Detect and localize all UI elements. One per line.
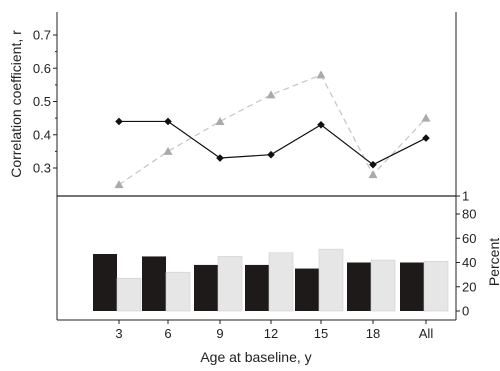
bar-dark [347,262,371,311]
y-tick-label: 0.4 [33,127,51,142]
bar-light [423,260,449,312]
y-tick-label: 0.5 [33,94,51,109]
bar-light [165,271,191,312]
x-tick-label: 6 [164,326,171,341]
triangle-marker [421,113,431,122]
bar-light [370,259,396,312]
y-tick-label: 0.3 [33,161,51,176]
diamond-marker [317,120,325,129]
y2-tick-label: 40 [462,255,476,270]
series-line-solid [119,120,427,166]
diamond-marker [216,154,224,162]
diamond-marker [267,150,275,159]
triangle-marker [163,146,173,155]
bar-dark [295,268,319,311]
diamond-marker [164,117,172,126]
series-line-dashed [118,74,427,186]
bar-dark [245,264,269,311]
x-axis-title: Age at baseline, y [200,349,311,365]
bar-dark [400,262,424,311]
x-tick-label: 18 [366,326,380,341]
triangle-marker [215,116,225,125]
diamond-marker [422,134,430,142]
bar-light [217,256,243,312]
bar-dark [142,256,166,311]
triangle-marker [316,70,326,79]
x-tick-label: 12 [264,326,278,341]
bar-dark [93,254,117,311]
bar-light [116,277,142,312]
diamond-marker [115,117,123,126]
bar-light [318,248,344,312]
x-tick-label: 3 [115,326,122,341]
bar-dark [194,264,218,311]
y2-tick-label: 0 [462,304,469,319]
y2-axis-title: Percent [486,238,500,286]
y-axis-title: Correlation coefficient, r [8,30,24,178]
triangle-marker [114,180,124,189]
triangle-marker [368,170,378,179]
y2-tick-label: 80 [462,207,476,222]
y2-tick-label: 60 [462,231,476,246]
bar-light [268,252,294,312]
x-tick-label: 15 [314,326,328,341]
y-tick-label: 0.6 [33,61,51,76]
diamond-marker [369,160,377,169]
triangle-marker [266,90,276,99]
y2-tick-label: 1 [462,189,469,204]
y-tick-label: 0.7 [33,28,51,43]
x-tick-label: All [419,326,434,341]
y2-tick-label: 20 [462,279,476,294]
x-tick-label: 9 [216,326,223,341]
